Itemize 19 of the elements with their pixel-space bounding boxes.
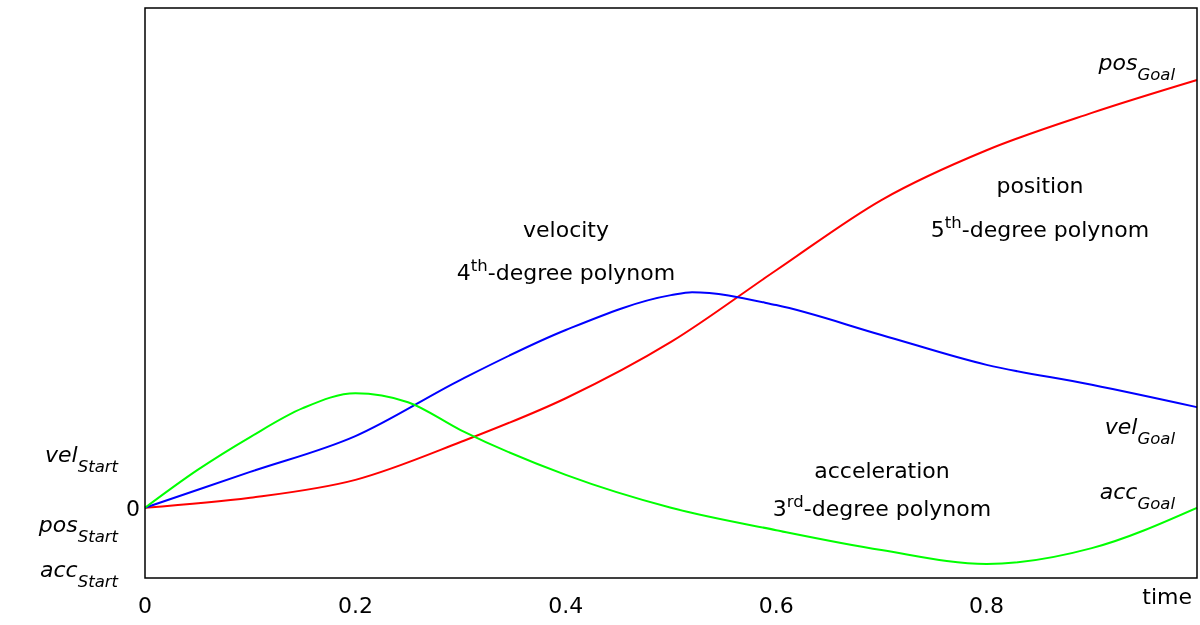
x-axis-title: time [1142,584,1192,609]
annotation: acc$_{Goal}$ [1099,479,1176,513]
annotation: vel$_{Goal}$ [1104,414,1176,448]
annotation: velocity [523,217,609,242]
x-tick-label: 0 [138,593,152,618]
x-tick-label: 0.8 [969,593,1005,618]
text: acc$_{Start}$ [40,557,119,591]
annotation: 4$^{th}$-degree polynom [456,255,676,285]
text: vel$_{Start}$ [45,442,119,476]
text: pos$_{Start}$ [37,512,119,546]
annotation: 5$^{th}$-degree polynom [930,212,1150,242]
x-tick-label: 0.2 [337,593,373,618]
x-tick-label: 0.6 [758,593,794,618]
annotation: position [996,173,1084,198]
text: 0 [126,496,140,521]
annotation: 3$^{rd}$-degree polynom [772,491,992,521]
x-tick-label: 0.4 [548,593,584,618]
annotation: pos$_{Goal}$ [1097,50,1176,84]
annotation: acceleration [814,458,950,483]
